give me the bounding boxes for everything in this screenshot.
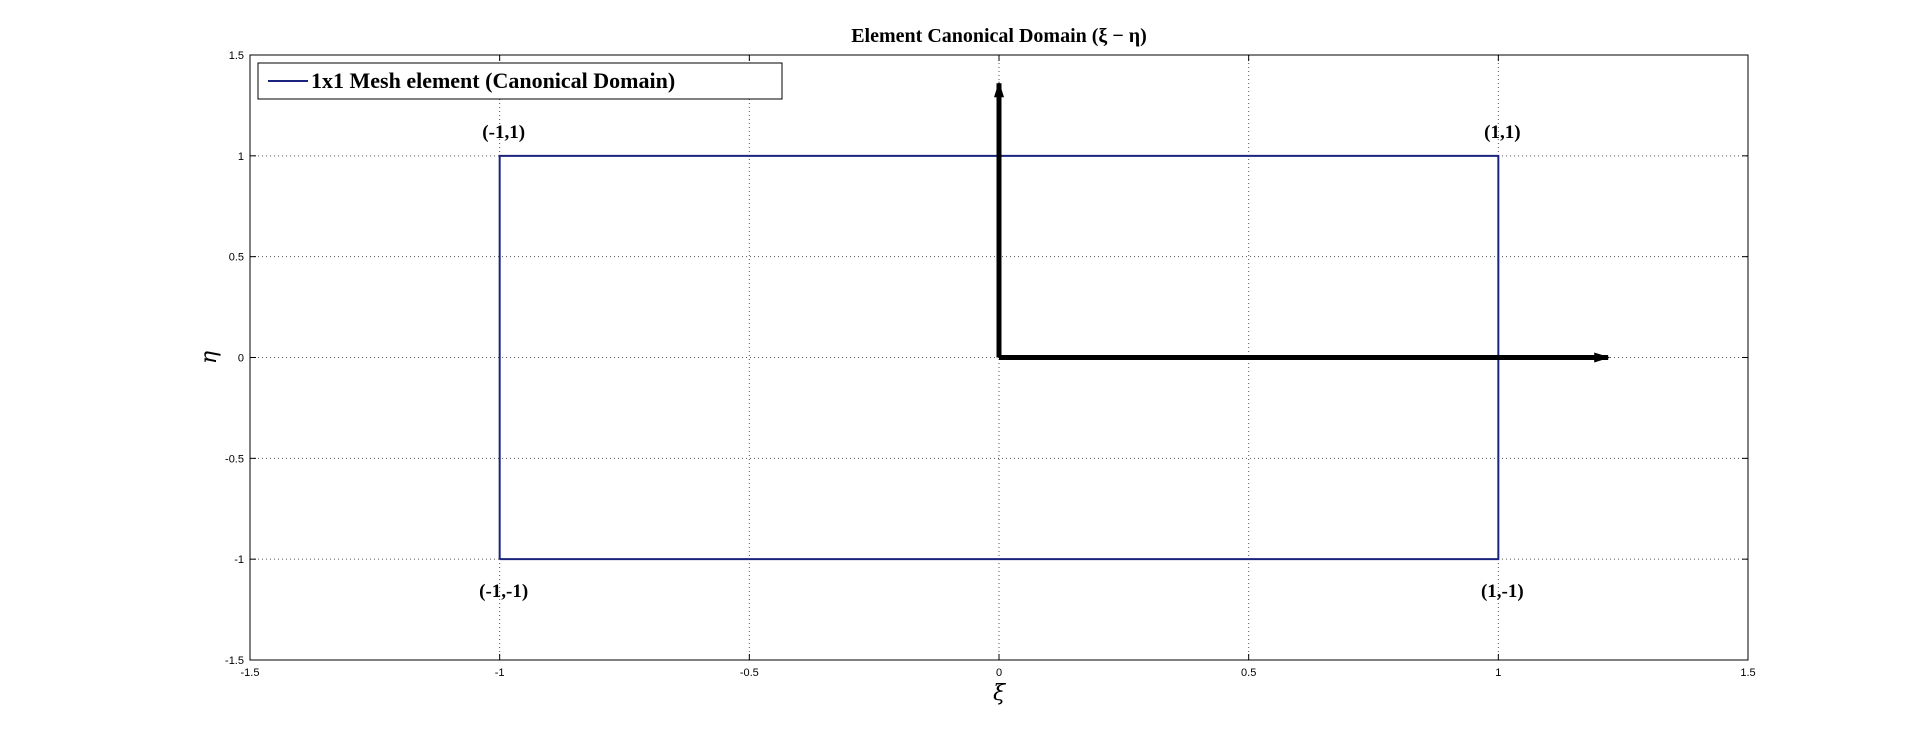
y-tick-label: 0 [238, 353, 244, 365]
axis-ticks: -1.5 -1 -0.5 0 0.5 1 1.5 -1.5 -1 -0.5 0 0.5 1 1.5 [225, 50, 1756, 679]
series-line [498, 154, 1500, 561]
chart-title: Element Canonical Domain (ξ − η) [851, 25, 1147, 47]
legend-label: 1x1 Mesh element (Canonical Domain) [311, 68, 675, 93]
y-tick-label: 0.5 [229, 252, 244, 264]
corner-label: (1,-1) [1481, 581, 1524, 602]
x-tick-label: -0.5 [740, 667, 759, 679]
plot-frame [249, 54, 1749, 661]
y-tick-label: -1 [234, 554, 244, 566]
y-tick-label: 1 [238, 151, 244, 163]
y-tick-label: -1.5 [225, 655, 244, 667]
axis-arrow-head [1594, 352, 1611, 363]
x-tick-label: 0 [996, 667, 1002, 679]
corner-annotations: (-1,1) (1,1) (-1,-1) (1,-1) [479, 122, 1524, 602]
x-tick-label: -1.5 [241, 667, 260, 679]
x-tick-label: -1 [495, 667, 505, 679]
x-tick-label: 1.5 [1740, 667, 1755, 679]
y-tick-label: -0.5 [225, 453, 244, 465]
corner-label: (-1,1) [482, 122, 525, 143]
y-axis-label: η [197, 351, 222, 364]
x-axis-label: ξ [993, 681, 1007, 706]
axis-arrows [994, 81, 1611, 363]
corner-label: (-1,-1) [479, 581, 528, 602]
plot-series [498, 154, 1500, 561]
axis-arrow-head [994, 81, 1004, 98]
legend-box [257, 62, 783, 100]
x-tick-label: 1 [1495, 667, 1501, 679]
legend: 1x1 Mesh element (Canonical Domain) [257, 62, 783, 100]
corner-label: (1,1) [1484, 122, 1520, 143]
x-tick-label: 0.5 [1241, 667, 1256, 679]
y-tick-label: 1.5 [229, 50, 244, 62]
